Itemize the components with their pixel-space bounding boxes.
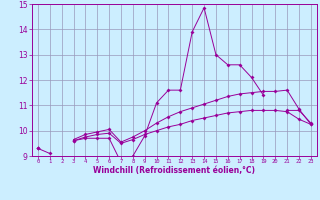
X-axis label: Windchill (Refroidissement éolien,°C): Windchill (Refroidissement éolien,°C) [93, 166, 255, 175]
